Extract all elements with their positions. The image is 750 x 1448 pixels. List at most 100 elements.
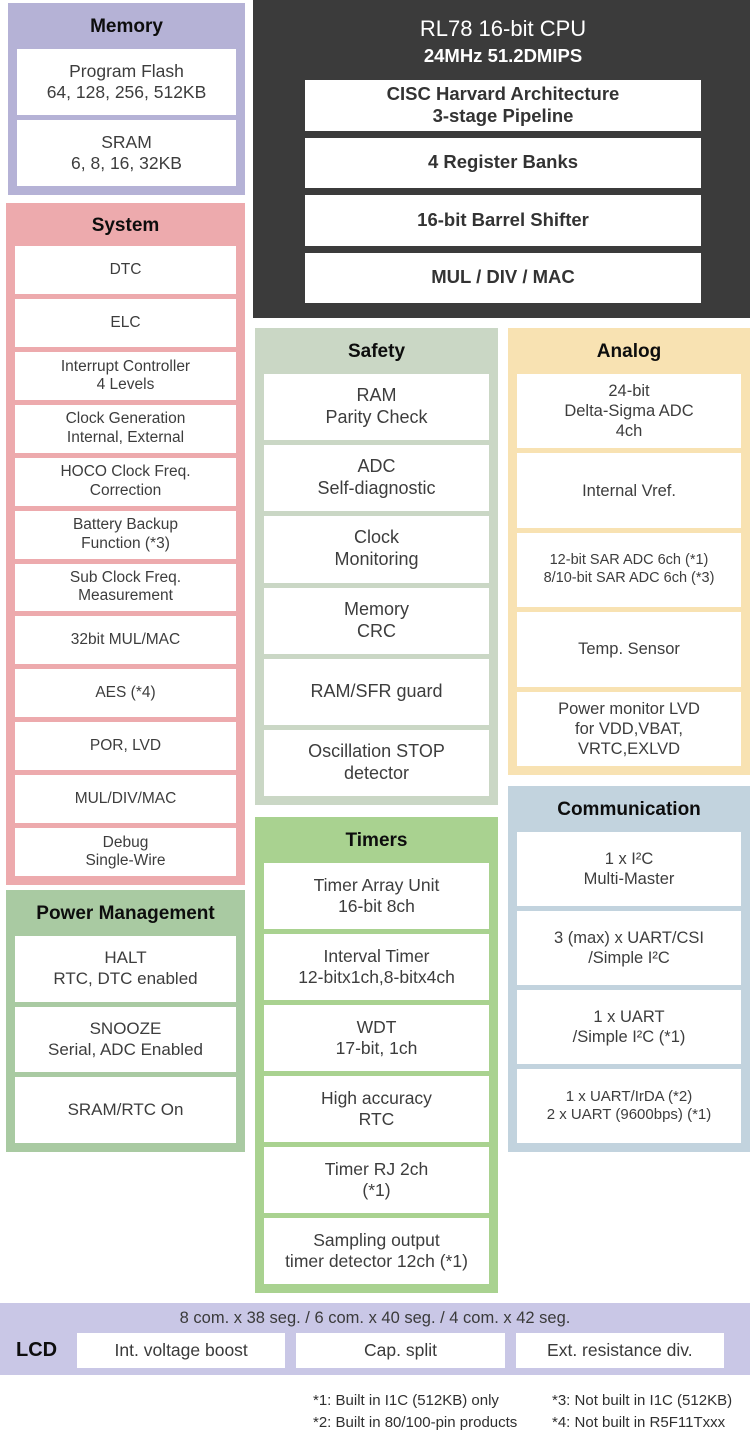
feature-item: HALT RTC, DTC enabled — [15, 936, 236, 1002]
footnote-column-right: *3: Not built in I1C (512KB) *4: Not bui… — [552, 1390, 732, 1434]
feature-item-line: Memory — [343, 598, 409, 619]
feature-item-line: 3 (max) x UART/CSI — [553, 928, 705, 947]
feature-item-line: RTC — [358, 1109, 395, 1129]
timers-block: Timers Timer Array Unit 16-bit 8ch Interva… — [255, 817, 498, 1293]
feature-item-line: Self-diagnostic — [317, 478, 436, 499]
safety-title: Safety — [347, 341, 406, 362]
system-block: System DTC ELC Interrupt Controller 4 Level… — [6, 203, 245, 885]
lcd-option-cap-split: Cap. split — [296, 1333, 505, 1368]
feature-item-line: 17-bit, 1ch — [335, 1038, 418, 1058]
feature-item: Interval Timer 12-bitx1ch,8-bitx4ch — [264, 934, 489, 1000]
feature-item: SRAM 6, 8, 16, 32KB — [17, 120, 236, 186]
memory-title: Memory — [90, 16, 163, 37]
feature-item-line: 1 x UART — [593, 1007, 665, 1026]
feature-item-line: DTC — [109, 260, 142, 278]
feature-item-line: 12-bit SAR ADC 6ch (*1) — [549, 552, 709, 569]
feature-item: DTC — [15, 246, 236, 294]
cpu-subtitle: 24MHz 51.2DMIPS — [423, 45, 583, 66]
feature-item-line: Sampling output — [313, 1229, 440, 1250]
feature-item: Clock Generation Internal, External — [15, 404, 236, 453]
feature-item-line: SRAM — [101, 131, 152, 152]
analog-title: Analog — [596, 341, 662, 362]
feature-item: Program Flash 64, 128, 256, 512KB — [17, 49, 236, 115]
feature-item-line: /Simple I²C (*1) — [572, 1028, 686, 1046]
feature-item-line: Single-Wire — [85, 852, 166, 870]
feature-item-line: Debug — [102, 833, 149, 851]
feature-item-line: 1 x I²C — [604, 849, 654, 868]
feature-item-line: SRAM/RTC On — [67, 1099, 184, 1119]
feature-item-line: 12-bitx1ch,8-bitx4ch — [298, 967, 455, 987]
feature-item: 24-bit Delta-Sigma ADC 4ch — [517, 374, 741, 449]
power-management-title: Power Management — [36, 903, 215, 924]
memory-items: Program Flash 64, 128, 256, 512KB SRAM 6, 8… — [17, 49, 236, 186]
feature-item: 16-bit Barrel Shifter — [305, 195, 701, 246]
feature-item: Power monitor LVD for VDD,VBAT, VRTC,EXLVD — [517, 691, 741, 767]
feature-item-line: Correction — [89, 481, 162, 499]
feature-item-line: (*1) — [362, 1180, 391, 1200]
feature-item: AES (*4) — [15, 669, 236, 718]
feature-item: Battery Backup Function (*3) — [15, 510, 236, 559]
feature-item-line: WDT — [356, 1016, 397, 1037]
feature-item-line: High accuracy — [321, 1087, 432, 1108]
feature-item: 3 (max) x UART/CSI/Simple I²C — [517, 911, 741, 985]
feature-item-line: Multi-Master — [583, 870, 675, 888]
feature-item: 32bit MUL/MAC — [15, 616, 236, 665]
communication-block: Communication 1 x I²C Multi-Master 3 (max)… — [508, 786, 750, 1152]
footnote-column-left: *1: Built in I1C (512KB) only *2: Built … — [313, 1390, 517, 1434]
feature-item: SRAM/RTC On — [15, 1077, 236, 1144]
feature-item-line: CRC — [357, 620, 396, 641]
feature-item-line: Sub Clock Freq. — [69, 569, 182, 587]
feature-item-line: POR, LVD — [89, 737, 162, 755]
feature-item-line: Timer Array Unit — [313, 874, 440, 895]
safety-block: Safety RAM Parity Check ADC Self-diagnostic… — [255, 328, 498, 805]
feature-item: 1 x UART/Simple I²C (*1) — [517, 990, 741, 1064]
feature-item-line: Clock Generation — [65, 410, 186, 428]
feature-item: ELC — [15, 298, 236, 347]
feature-item: HOCO Clock Freq. Correction — [15, 457, 236, 506]
power-management-block: Power Management HALT RTC, DTC enabled SNO… — [6, 890, 245, 1152]
analog-block: Analog 24-bit Delta-Sigma ADC 4ch Internal … — [508, 328, 750, 775]
feature-item-line: Interval Timer — [323, 945, 430, 966]
feature-item-line: Timer RJ 2ch — [324, 1158, 429, 1179]
cpu-title: RL78 16-bit CPU — [419, 16, 587, 41]
system-items: DTC ELC Interrupt Controller 4 Levels Clock … — [15, 246, 236, 877]
timers-title: Timers — [345, 830, 408, 851]
feature-item-line: 4 Levels — [96, 375, 155, 393]
feature-item-line: ELC — [110, 313, 141, 331]
lcd-block: 8 com. x 38 seg. / 6 com. x 40 seg. / 4 … — [0, 1303, 750, 1375]
feature-item: 1 x UART/IrDA (*2) 2 x UART (9600bps) (*1… — [517, 1069, 741, 1143]
feature-item-line: CISC Harvard Architecture — [386, 82, 620, 104]
feature-item: WDT 17-bit, 1ch — [264, 1005, 489, 1071]
feature-item-line: 8/10-bit SAR ADC 6ch (*3) — [543, 570, 715, 587]
safety-items: RAM Parity Check ADC Self-diagnostic Clock Mo… — [264, 374, 489, 797]
feature-item: Debug Single-Wire — [15, 828, 236, 877]
lcd-segment-config: 8 com. x 38 seg. / 6 com. x 40 seg. / 4 … — [179, 1309, 571, 1327]
feature-item: Memory CRC — [264, 587, 489, 654]
feature-item: POR, LVD — [15, 722, 236, 771]
feature-item-line: 4 Register Banks — [427, 151, 579, 173]
lcd-label: LCD — [16, 1339, 58, 1361]
feature-item-line: Serial, ADC Enabled — [48, 1039, 203, 1059]
feature-item-line: ADC — [357, 456, 396, 477]
feature-item-line: Interrupt Controller — [60, 357, 191, 375]
feature-item: Internal Vref. — [517, 453, 741, 528]
power-management-items: HALT RTC, DTC enabled SNOOZE Serial, ADC En… — [15, 936, 236, 1144]
system-title: System — [91, 215, 160, 236]
feature-item-line: HALT — [104, 948, 147, 968]
feature-item: Clock Monitoring — [264, 516, 489, 583]
feature-item: Interrupt Controller 4 Levels — [15, 351, 236, 400]
feature-item-line: Delta-Sigma ADC — [564, 402, 694, 421]
feature-item-line: 3-stage Pipeline — [432, 105, 574, 127]
feature-item-line: Internal, External — [66, 428, 185, 446]
feature-item: RAM/SFR guard — [264, 658, 489, 725]
feature-item-line: Monitoring — [334, 549, 419, 570]
lcd-row: LCD Int. voltage boost Cap. split Ext. r… — [0, 1328, 750, 1368]
lcd-option-ext-resistance-div: Ext. resistance div. — [515, 1333, 724, 1368]
feature-item: CISC Harvard Architecture 3-stage Pipelin… — [305, 80, 701, 131]
footnote-4: *4: Not built in R5F11Txxx — [552, 1414, 726, 1431]
timers-items: Timer Array Unit 16-bit 8ch Interval Timer… — [264, 863, 489, 1284]
feature-item-line: detector — [343, 762, 410, 783]
feature-item-line: Program Flash — [69, 60, 184, 81]
feature-item-line: RAM/SFR guard — [310, 680, 443, 701]
feature-item-line: MUL/DIV/MAC — [74, 790, 177, 808]
